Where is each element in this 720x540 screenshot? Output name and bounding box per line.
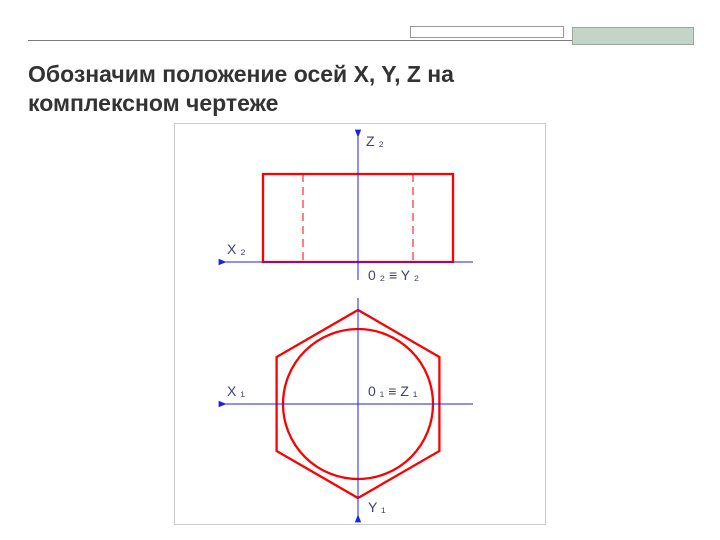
label-y1: Y ₁ — [368, 499, 386, 515]
deco-block-a — [410, 26, 564, 38]
label-x2: X ₂ — [227, 241, 246, 257]
front-view: Z ₂ X ₂ 0 ₂ ≡ Y ₂ — [225, 133, 473, 283]
complex-drawing: Z ₂ X ₂ 0 ₂ ≡ Y ₂ X ₁ 0 ₁ ≡ Z ₁ Y ₁ — [175, 124, 545, 524]
label-o2: 0 ₂ ≡ Y ₂ — [368, 267, 419, 283]
slide-title: Обозначим положение осей X, Y, Z на комп… — [28, 60, 588, 118]
slide: Обозначим положение осей X, Y, Z на комп… — [0, 0, 720, 540]
label-o1: 0 ₁ ≡ Z ₁ — [368, 383, 418, 399]
deco-block-b — [572, 27, 694, 45]
top-decoration — [0, 0, 720, 50]
top-view: X ₁ 0 ₁ ≡ Z ₁ Y ₁ — [225, 298, 473, 516]
label-z2: Z ₂ — [366, 133, 384, 149]
label-x1: X ₁ — [227, 383, 245, 399]
